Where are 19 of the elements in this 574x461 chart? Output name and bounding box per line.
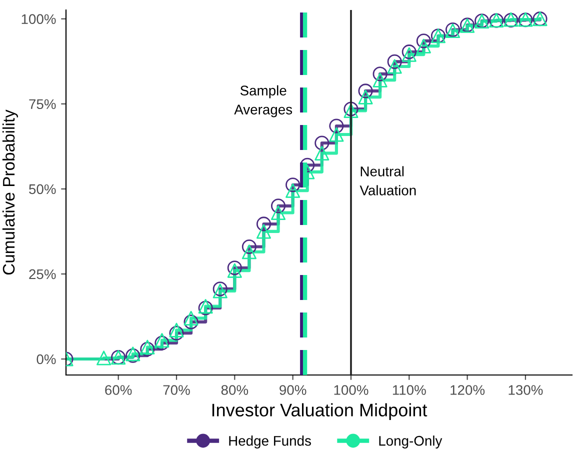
x-tick-label: 130% [508,385,543,395]
x-tick-label: 110% [392,385,426,395]
legend-label: Long-Only [379,436,442,448]
legend-label: Hedge Funds [229,436,311,448]
y-tick-label: 25% [29,269,56,280]
x-tick-label: 60% [105,385,132,395]
x-axis-title: Investor Valuation Midpoint [212,403,428,420]
x-tick-label: 80% [221,385,248,395]
y-axis-title: Cumulative Probability [2,110,18,275]
y-tick-label: 100% [22,14,56,24]
x-tick-label: 120% [450,385,485,395]
y-tick-label: 50% [29,184,56,194]
annotation: Sample Averages [234,85,292,118]
y-tick-label: 75% [29,99,56,110]
x-tick-label: 70% [163,385,190,395]
x-tick-label: 90% [280,385,306,395]
x-tick-label: 100% [334,385,368,395]
ref-line-label: Neutral Valuation [360,166,416,196]
y-tick-label: 0% [36,354,56,364]
